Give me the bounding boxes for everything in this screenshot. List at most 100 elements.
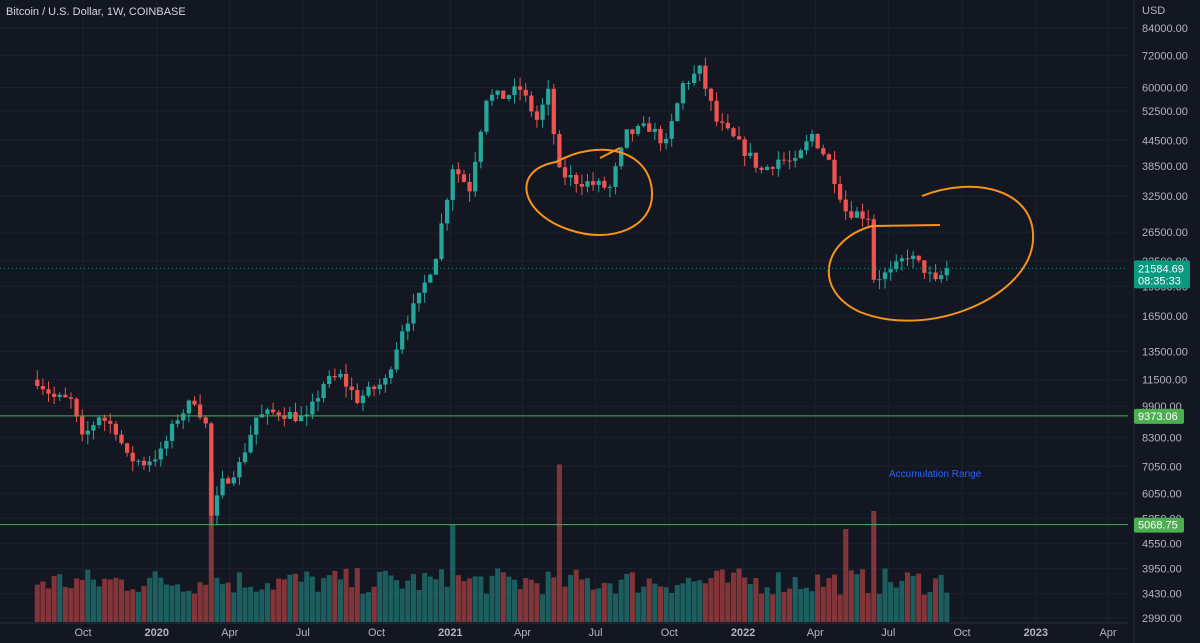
chart-grid	[0, 0, 1128, 622]
volume-bar	[293, 573, 299, 622]
volume-bar	[680, 583, 686, 622]
candle-body	[153, 459, 158, 462]
candle-body	[124, 443, 130, 453]
candle-body	[315, 398, 321, 402]
volume-bar	[332, 570, 338, 622]
candle-body	[927, 272, 933, 274]
candle-body	[585, 181, 590, 187]
candle-body	[265, 409, 270, 415]
candle-body	[349, 386, 354, 391]
candle-body	[697, 65, 702, 74]
volume-bar	[657, 586, 663, 622]
candle-body	[776, 159, 781, 169]
level-label: 9373.06	[1138, 411, 1178, 423]
candle-body	[714, 100, 719, 122]
symbol-title: Bitcoin / U.S. Dollar, 1W, COINBASE	[6, 6, 186, 18]
candle-body	[467, 181, 472, 192]
candle-body	[141, 460, 147, 466]
candle-body	[327, 376, 332, 385]
volume-bar	[208, 472, 214, 622]
volume-bar	[214, 577, 220, 622]
volume-bar	[281, 579, 287, 622]
candle-body	[147, 461, 152, 466]
candle-body	[214, 495, 220, 516]
y-tick-label: 84000.00	[1142, 23, 1188, 35]
candle-body	[372, 386, 377, 390]
candle-body	[680, 83, 686, 104]
volume-bar	[354, 568, 360, 622]
volume-bar	[888, 582, 894, 622]
volume-bar	[876, 593, 882, 622]
volume-bar	[831, 574, 838, 622]
volume-bar	[753, 578, 759, 622]
candle-body	[192, 400, 197, 405]
candle-body	[748, 152, 753, 156]
candle-body	[461, 174, 467, 182]
x-tick-label: 2020	[145, 627, 169, 639]
price-axis[interactable]: USD 84000.00 72000.00 60000.00 52500.00 44500…	[1133, 0, 1188, 643]
volume-bar	[758, 593, 765, 622]
candle-body	[276, 412, 281, 416]
volume-bar	[360, 593, 366, 622]
candle-body	[377, 384, 382, 390]
volume-bar	[764, 587, 770, 622]
volume-bar	[882, 568, 888, 622]
volume-bar	[860, 569, 866, 622]
candle-body	[708, 88, 714, 101]
candle-body	[394, 349, 399, 370]
volume-bar	[130, 589, 136, 622]
candle-body	[338, 373, 343, 378]
x-tick-label: Apr	[807, 627, 824, 639]
horizontal-levels[interactable]	[0, 415, 1128, 526]
candle-body	[557, 134, 562, 168]
volume-bar	[489, 575, 495, 622]
candle-body	[821, 148, 826, 155]
x-tick-label: Oct	[661, 627, 678, 639]
candle-body	[529, 95, 534, 112]
candle-body	[96, 417, 102, 426]
y-tick-label: 11500.00	[1142, 375, 1187, 387]
volume-bar	[921, 594, 927, 622]
y-tick-label: 6050.00	[1142, 488, 1182, 500]
volume-bar	[304, 571, 310, 622]
candle-body	[619, 147, 624, 167]
volume-bar	[57, 574, 63, 622]
volume-bar	[461, 581, 467, 622]
candle-body	[826, 154, 832, 160]
volume-bar	[444, 586, 450, 622]
volume-bar	[298, 581, 304, 622]
volume-bar	[506, 576, 512, 622]
volume-bar	[343, 568, 349, 622]
volume-bar	[629, 572, 635, 622]
volume-bar	[152, 571, 158, 622]
y-tick-label: 3430.00	[1142, 589, 1182, 601]
volume-bar	[433, 579, 439, 622]
candle-body	[944, 268, 949, 276]
volume-bar	[663, 587, 669, 622]
volume-bar	[523, 577, 529, 622]
time-axis[interactable]: Oct 2020 Apr Jul Oct 2021 Apr Jul Oct 2022 Apr Jul O…	[0, 622, 1128, 639]
candle-body	[551, 88, 556, 135]
volume-bar	[798, 589, 804, 622]
candle-body	[35, 379, 40, 387]
candle-body	[641, 123, 646, 126]
volume-bar	[264, 583, 270, 622]
x-tick-label: Oct	[368, 627, 385, 639]
volume-bar	[837, 594, 843, 622]
volume-bar	[102, 578, 108, 622]
candle-body	[624, 129, 629, 148]
volume-bar	[472, 576, 478, 622]
volume-bar	[854, 574, 860, 622]
candle-body	[506, 95, 512, 99]
volume-bar	[326, 575, 332, 622]
candle-body	[416, 292, 422, 304]
candle-body	[871, 219, 876, 280]
hand-drawn-circles[interactable]	[525, 147, 1035, 322]
candle-body	[456, 169, 461, 175]
x-tick-label: Jul	[881, 627, 895, 639]
volume-bar	[843, 529, 849, 622]
y-tick-label: 72000.00	[1142, 50, 1188, 62]
y-tick-label: 26500.00	[1142, 227, 1188, 239]
volume-bar	[220, 584, 226, 622]
